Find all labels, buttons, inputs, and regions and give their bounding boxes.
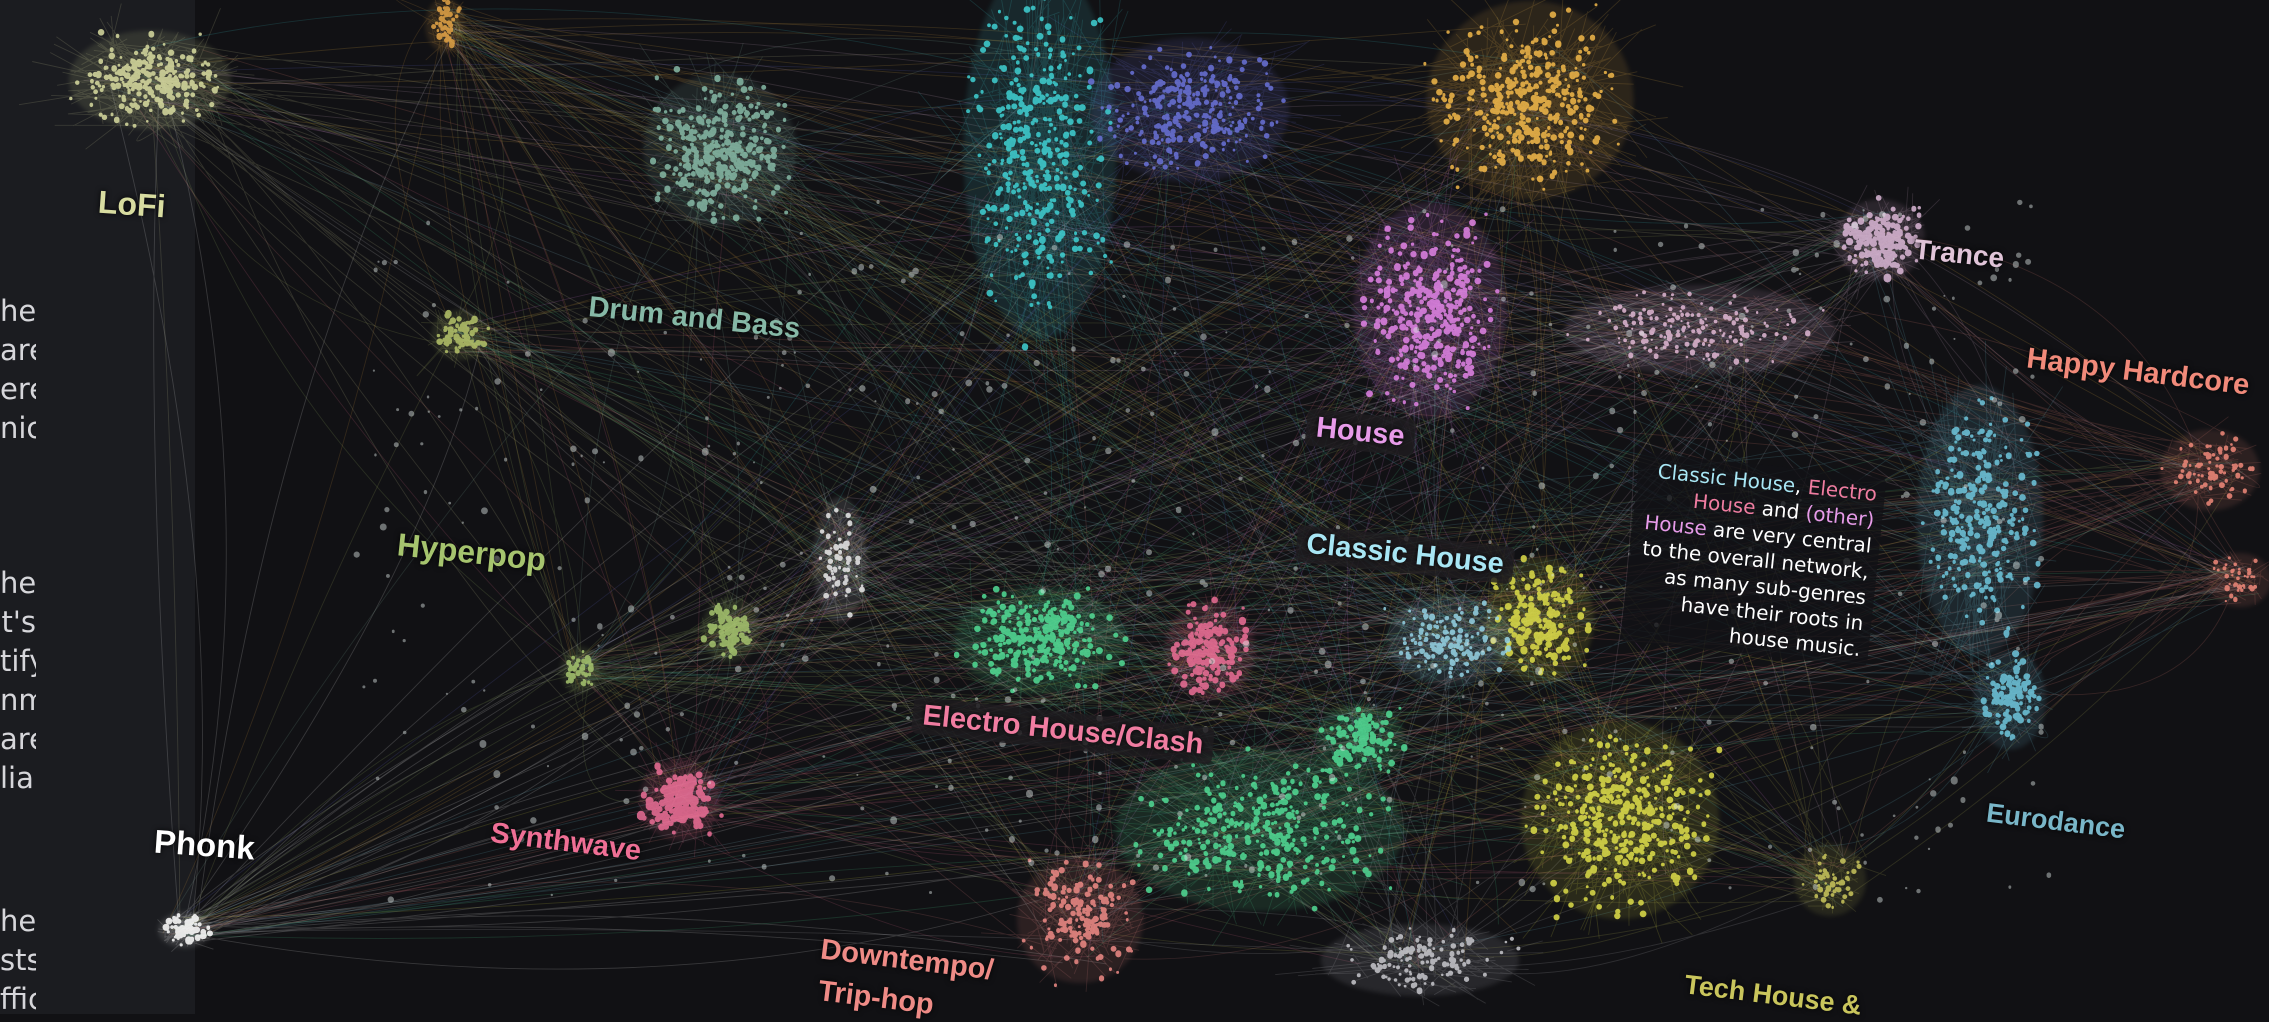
- cluster-glow: [2161, 430, 2260, 511]
- cluster-glow: [1354, 202, 1507, 418]
- annotation-callout: Classic House, Electro House and (other)…: [1620, 452, 1887, 667]
- genre-label-lofi: LoFi: [97, 184, 167, 226]
- callout-text: and: [1754, 495, 1807, 524]
- callout-text: are very central to the overall network,…: [1641, 516, 1873, 661]
- genre-label-phonk: Phonk: [153, 823, 256, 868]
